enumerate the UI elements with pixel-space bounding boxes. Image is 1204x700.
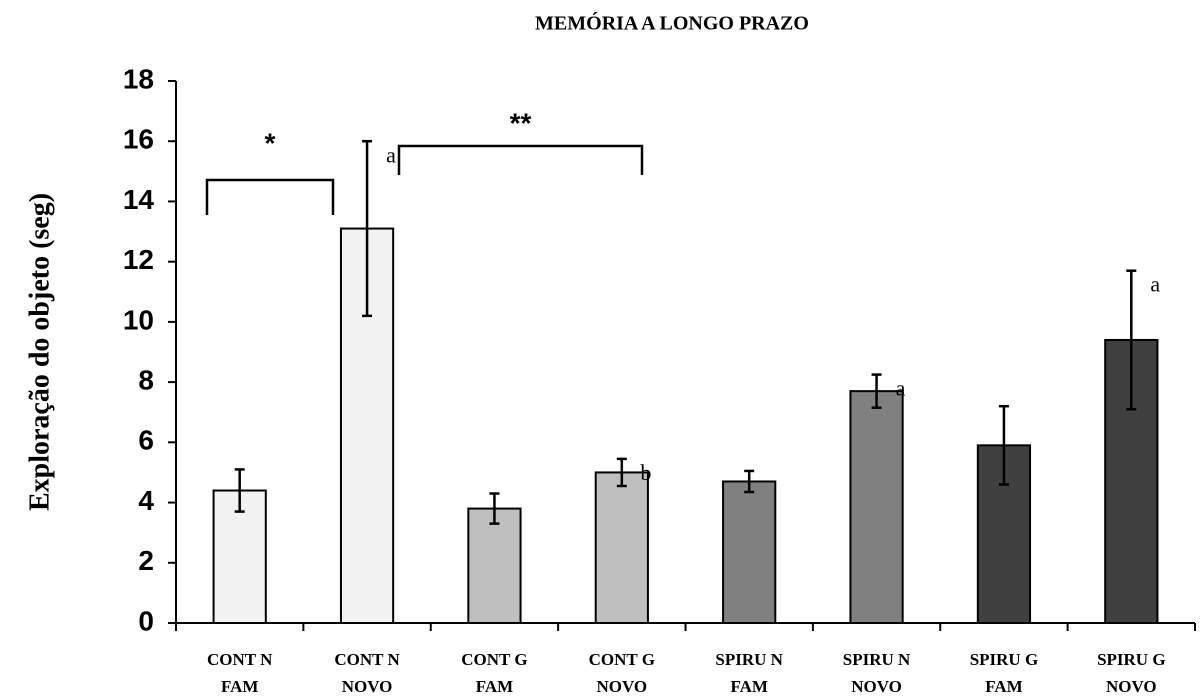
y-tick-label: 6 xyxy=(138,425,154,456)
y-tick-label: 2 xyxy=(138,545,154,576)
x-tick-label: SPIRU G xyxy=(1097,650,1165,669)
y-axis-label: Exploração do objeto (seg) xyxy=(24,193,55,511)
bar xyxy=(849,390,904,624)
x-tick-label: FAM xyxy=(221,677,258,696)
x-tick-label: CONT N xyxy=(334,650,400,669)
x-tick-label: CONT G xyxy=(589,650,655,669)
bracket xyxy=(205,178,335,215)
x-tick-label: SPIRU N xyxy=(843,650,911,669)
y-tick-label: 10 xyxy=(123,304,154,335)
x-tick-label: FAM xyxy=(730,677,767,696)
bracket-label: ** xyxy=(510,107,532,138)
x-tick-label: FAM xyxy=(985,677,1022,696)
y-tick-label: 4 xyxy=(138,485,154,516)
y-tick-label: 16 xyxy=(123,124,154,155)
significance-letter: b xyxy=(640,460,651,485)
y-tick-label: 18 xyxy=(123,63,154,94)
y-tick-label: 14 xyxy=(123,184,155,215)
y-tick-label: 0 xyxy=(138,605,154,636)
significance-letter: a xyxy=(1150,272,1160,297)
bracket-label: * xyxy=(265,127,276,158)
significance-letter: a xyxy=(896,376,906,401)
x-tick-label: NOVO xyxy=(851,677,902,696)
x-tick-label: SPIRU N xyxy=(715,650,783,669)
y-tick-label: 12 xyxy=(123,244,154,275)
y-tick-label: 8 xyxy=(138,365,154,396)
significance-letter: a xyxy=(386,142,396,167)
bracket xyxy=(397,144,644,175)
bar xyxy=(594,471,649,625)
x-tick-label: CONT N xyxy=(207,650,273,669)
x-tick-label: FAM xyxy=(476,677,513,696)
x-tick-label: SPIRU G xyxy=(970,650,1038,669)
bar xyxy=(722,480,777,624)
x-tick-label: NOVO xyxy=(1106,677,1157,696)
x-tick-label: CONT G xyxy=(461,650,527,669)
x-tick-label: NOVO xyxy=(596,677,647,696)
bar xyxy=(467,507,522,625)
chart-title: MEMÓRIA A LONGO PRAZO xyxy=(535,11,809,35)
x-tick-label: NOVO xyxy=(342,677,393,696)
